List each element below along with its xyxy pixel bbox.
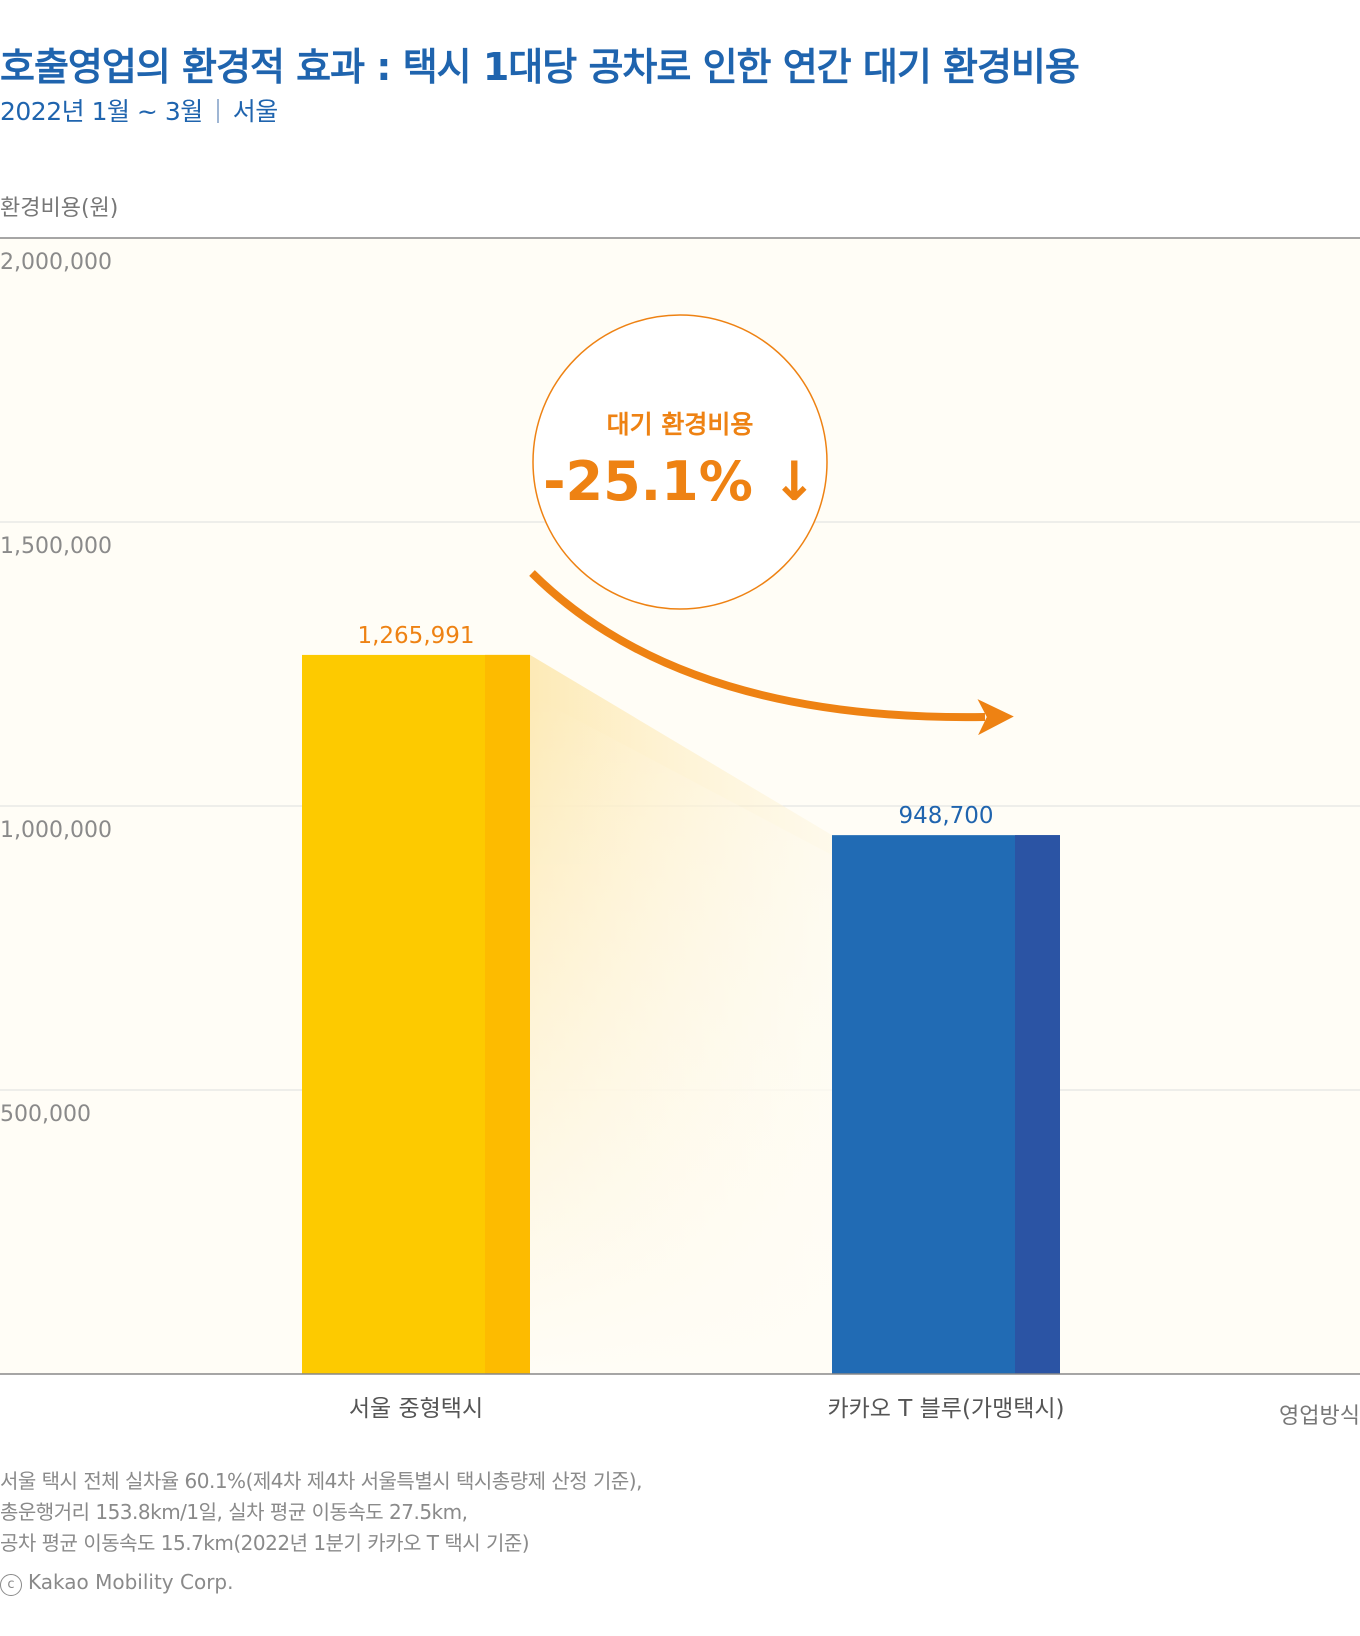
y-tick-label: 1,000,000 xyxy=(0,818,112,843)
chart-title: 호출영업의 환경적 효과 : 택시 1대당 공차로 인한 연간 대기 환경비용 xyxy=(0,45,1080,89)
y-tick-label: 2,000,000 xyxy=(0,250,112,275)
bar-shade xyxy=(485,654,530,1374)
footnote: 서울 택시 전체 실차율 60.1%(제4차 제4차 서울특별시 택시총량제 산… xyxy=(0,1466,642,1559)
badge-value: -25.1% ↓ xyxy=(543,450,817,513)
badge-label: 대기 환경비용 xyxy=(607,410,754,439)
footnote-line: 서울 택시 전체 실차율 60.1%(제4차 제4차 서울특별시 택시총량제 산… xyxy=(0,1469,642,1493)
subtitle-divider xyxy=(216,99,219,123)
y-tick-label: 500,000 xyxy=(0,1102,91,1127)
period-label: 2022년 1월 ~ 3월 xyxy=(0,97,203,126)
bar-shade xyxy=(1015,835,1060,1374)
copyright-icon: c xyxy=(0,1574,22,1596)
x-category-label: 서울 중형택시 xyxy=(349,1396,483,1422)
bars xyxy=(302,654,1060,1374)
bar-connector xyxy=(530,654,832,1374)
footnote-line: 총운행거리 153.8km/1일, 실차 평균 이동속도 27.5km, xyxy=(0,1500,468,1524)
y-tick-label: 1,500,000 xyxy=(0,534,112,559)
copyright-text: Kakao Mobility Corp. xyxy=(28,1570,234,1594)
x-category-label: 카카오 T 블루(가맹택시) xyxy=(827,1396,1064,1422)
change-badge: 대기 환경비용 -25.1% ↓ xyxy=(532,314,828,610)
bar-value-label: 948,700 xyxy=(898,803,993,829)
badge-circle xyxy=(532,314,828,610)
footnote-line: 공차 평균 이동속도 15.7km(2022년 1분기 카카오 T 택시 기준) xyxy=(0,1531,530,1555)
x-axis-label: 영업방식 xyxy=(1279,1404,1360,1429)
copyright: c Kakao Mobility Corp. xyxy=(0,1570,233,1596)
bar-value-label: 1,265,991 xyxy=(357,623,474,649)
chart-subtitle: 2022년 1월 ~ 3월 서울 xyxy=(0,92,278,128)
y-axis-label: 환경비용(원) xyxy=(0,196,119,221)
decrease-arrow xyxy=(529,570,1014,736)
labels: 500,000 1,000,000 1,500,000 2,000,000 1,265,… xyxy=(0,250,1065,1422)
region-label: 서울 xyxy=(232,97,279,126)
connector-fade xyxy=(530,694,832,1374)
